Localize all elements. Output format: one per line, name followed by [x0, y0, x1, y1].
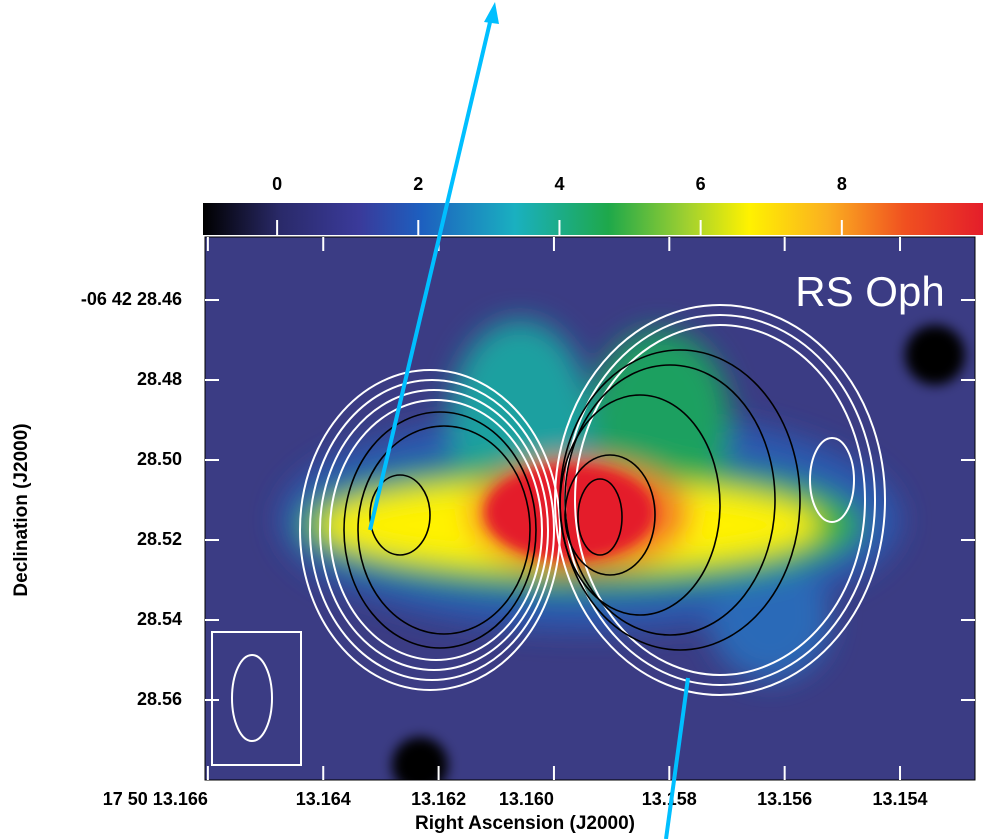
colorbar-tick-label: 6: [696, 174, 706, 194]
heatmap: [205, 237, 975, 793]
colorbar-tick-label: 0: [272, 174, 282, 194]
y-tick-label: 28.50: [137, 449, 182, 469]
dark-spot: [392, 737, 448, 793]
colorbar-tick-label: 2: [413, 174, 423, 194]
y-tick-label: 28.48: [137, 369, 182, 389]
colorbar-tick-label: 8: [837, 174, 847, 194]
colorbar-tick-label: 4: [554, 174, 564, 194]
figure: RS Oph Right Ascension (J2000) Declinati…: [0, 0, 983, 839]
y-tick-label: -06 42 28.46: [81, 289, 182, 309]
x-tick-label: 13.160: [499, 789, 554, 809]
x-tick-label: 13.162: [411, 789, 466, 809]
x-tick-label: 17 50 13.166: [103, 789, 208, 809]
y-tick-label: 28.52: [137, 529, 182, 549]
colorbar: [203, 203, 983, 235]
page: {"chart_data": {"type": "heatmap", "anno…: [0, 0, 983, 839]
dark-spot: [905, 325, 965, 385]
y-tick-label: 28.56: [137, 689, 182, 709]
y-tick-label: 28.54: [137, 609, 182, 629]
x-tick-label: 13.164: [296, 789, 351, 809]
y-axis-label: Declination (J2000): [11, 423, 32, 596]
arrow-head: [484, 2, 499, 24]
x-tick-label: 13.154: [872, 789, 927, 809]
annotation: RS Oph: [795, 268, 944, 315]
x-axis-label: Right Ascension (J2000): [415, 813, 635, 834]
x-tick-label: 13.156: [757, 789, 812, 809]
